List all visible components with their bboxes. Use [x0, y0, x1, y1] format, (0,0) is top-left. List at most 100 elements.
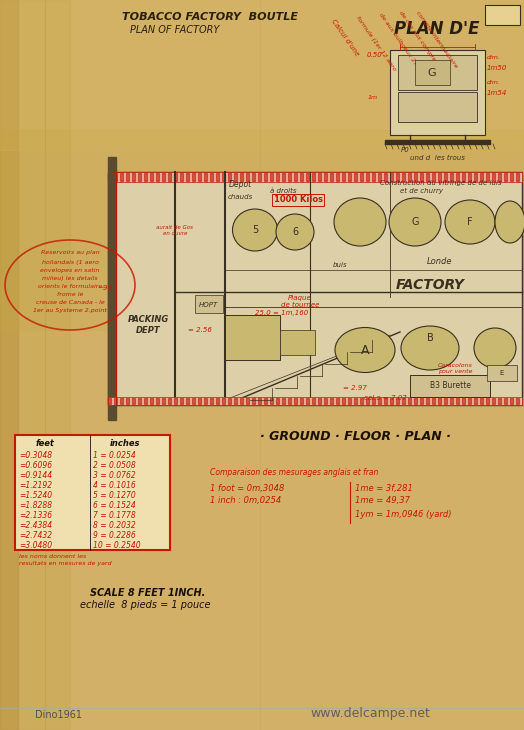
Text: =1.5240: =1.5240: [19, 491, 52, 500]
Text: Plaque
de tournee: Plaque de tournee: [281, 295, 319, 308]
Bar: [294, 398, 297, 404]
Bar: [120, 398, 123, 404]
Bar: [384, 398, 387, 404]
Bar: [282, 173, 285, 181]
Bar: [186, 398, 189, 404]
Bar: [276, 173, 279, 181]
Bar: [216, 398, 219, 404]
Bar: [114, 398, 117, 404]
Bar: [186, 173, 189, 181]
Bar: [198, 398, 201, 404]
Bar: [420, 173, 423, 181]
Bar: [510, 173, 513, 181]
Bar: [485, 5, 520, 25]
Bar: [162, 398, 165, 404]
Bar: [156, 173, 159, 181]
Bar: [366, 173, 369, 181]
Bar: [138, 173, 141, 181]
Bar: [318, 173, 321, 181]
Bar: [504, 398, 507, 404]
Text: les noms donnent les: les noms donnent les: [19, 554, 86, 559]
Bar: [432, 173, 435, 181]
Text: www.delcampe.net: www.delcampe.net: [310, 707, 430, 720]
Bar: [306, 398, 309, 404]
Bar: [450, 173, 453, 181]
Bar: [402, 398, 405, 404]
Bar: [390, 173, 393, 181]
Bar: [0, 0, 18, 730]
Bar: [300, 398, 303, 404]
Bar: [384, 173, 387, 181]
Bar: [390, 398, 393, 404]
Ellipse shape: [335, 328, 395, 372]
Bar: [150, 398, 153, 404]
Text: =1.8288: =1.8288: [19, 501, 52, 510]
Bar: [468, 173, 471, 181]
Bar: [492, 398, 495, 404]
Text: und d  les trous: und d les trous: [410, 155, 464, 161]
Bar: [108, 398, 111, 404]
Bar: [487, 365, 517, 381]
Bar: [282, 398, 285, 404]
Bar: [108, 397, 522, 405]
Bar: [336, 398, 339, 404]
Text: 6 = 0.1524: 6 = 0.1524: [93, 501, 136, 510]
Bar: [234, 398, 237, 404]
Bar: [222, 173, 225, 181]
Text: 6: 6: [292, 227, 298, 237]
Text: dim.: dim.: [487, 55, 501, 60]
Text: echelle  8 pieds = 1 pouce: echelle 8 pieds = 1 pouce: [80, 600, 211, 610]
Bar: [162, 173, 165, 181]
Text: PACKING
DEPT: PACKING DEPT: [127, 315, 169, 334]
Text: resultats en mesures de yard: resultats en mesures de yard: [19, 561, 112, 566]
Bar: [330, 398, 333, 404]
Bar: [432, 398, 435, 404]
Text: 7 = 0.1778: 7 = 0.1778: [93, 511, 136, 520]
Text: E: E: [500, 370, 504, 376]
Bar: [132, 398, 135, 404]
Bar: [108, 172, 522, 405]
Bar: [408, 398, 411, 404]
Text: · GROUND · FLOOR · PLAN ·: · GROUND · FLOOR · PLAN ·: [259, 430, 451, 443]
Ellipse shape: [233, 209, 278, 251]
Text: =0.6096: =0.6096: [19, 461, 52, 470]
Text: Caracolons
pour vente: Caracolons pour vente: [438, 363, 473, 374]
Bar: [420, 398, 423, 404]
Bar: [414, 398, 417, 404]
Text: hollandais (1 aero: hollandais (1 aero: [41, 260, 99, 265]
Bar: [444, 173, 447, 181]
Bar: [0, 0, 524, 150]
Bar: [126, 173, 129, 181]
Text: Comparaison des mesurages anglais et fran: Comparaison des mesurages anglais et fra…: [210, 468, 378, 477]
Bar: [126, 398, 129, 404]
Text: =3.0480: =3.0480: [19, 541, 52, 550]
Text: de ces aux comprend: de ces aux comprend: [398, 10, 441, 69]
Bar: [168, 173, 171, 181]
Bar: [258, 173, 261, 181]
Bar: [336, 173, 339, 181]
Bar: [288, 398, 291, 404]
Text: 1 = 0.0254: 1 = 0.0254: [93, 451, 136, 460]
Text: Construction du vitringe de de luis: Construction du vitringe de de luis: [380, 180, 501, 186]
Bar: [438, 173, 441, 181]
Text: 0.50: 0.50: [366, 52, 382, 58]
Bar: [318, 398, 321, 404]
Bar: [456, 173, 459, 181]
Text: =1.2192: =1.2192: [19, 481, 52, 490]
Bar: [498, 398, 501, 404]
Text: =2.7432: =2.7432: [19, 531, 52, 540]
Bar: [240, 398, 243, 404]
Bar: [415, 60, 450, 85]
Text: 5 = 0.1270: 5 = 0.1270: [93, 491, 136, 500]
Bar: [294, 173, 297, 181]
Text: 1 foot = 0m,3048: 1 foot = 0m,3048: [210, 484, 285, 493]
Text: 1ym = 1m,0946 (yard): 1ym = 1m,0946 (yard): [355, 510, 452, 519]
Bar: [144, 173, 147, 181]
Bar: [348, 398, 351, 404]
Text: 1me = 49,37: 1me = 49,37: [355, 496, 410, 505]
Text: 9 = 0.2286: 9 = 0.2286: [93, 531, 136, 540]
Text: =2.4384: =2.4384: [19, 521, 52, 530]
Text: = 2.97: = 2.97: [343, 385, 367, 391]
Bar: [402, 173, 405, 181]
Bar: [195, 295, 223, 313]
